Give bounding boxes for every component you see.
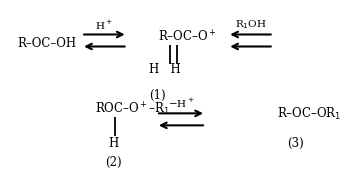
Text: R–OC–OR$_1$: R–OC–OR$_1$ [277, 106, 341, 122]
Text: R–OC–O$^+$: R–OC–O$^+$ [158, 29, 216, 45]
Text: (3): (3) [287, 137, 303, 150]
Text: −H$^+$: −H$^+$ [168, 97, 194, 110]
Text: H   H: H H [149, 63, 181, 76]
Text: R–OC–OH: R–OC–OH [17, 37, 76, 50]
Text: H: H [108, 137, 118, 150]
Text: H$^+$: H$^+$ [96, 19, 113, 32]
Text: ROC–O$^+$–R$_1$: ROC–O$^+$–R$_1$ [96, 100, 171, 118]
Text: (2): (2) [105, 156, 122, 169]
Text: (1): (1) [150, 89, 166, 102]
Text: R$_1$OH: R$_1$OH [235, 19, 266, 32]
